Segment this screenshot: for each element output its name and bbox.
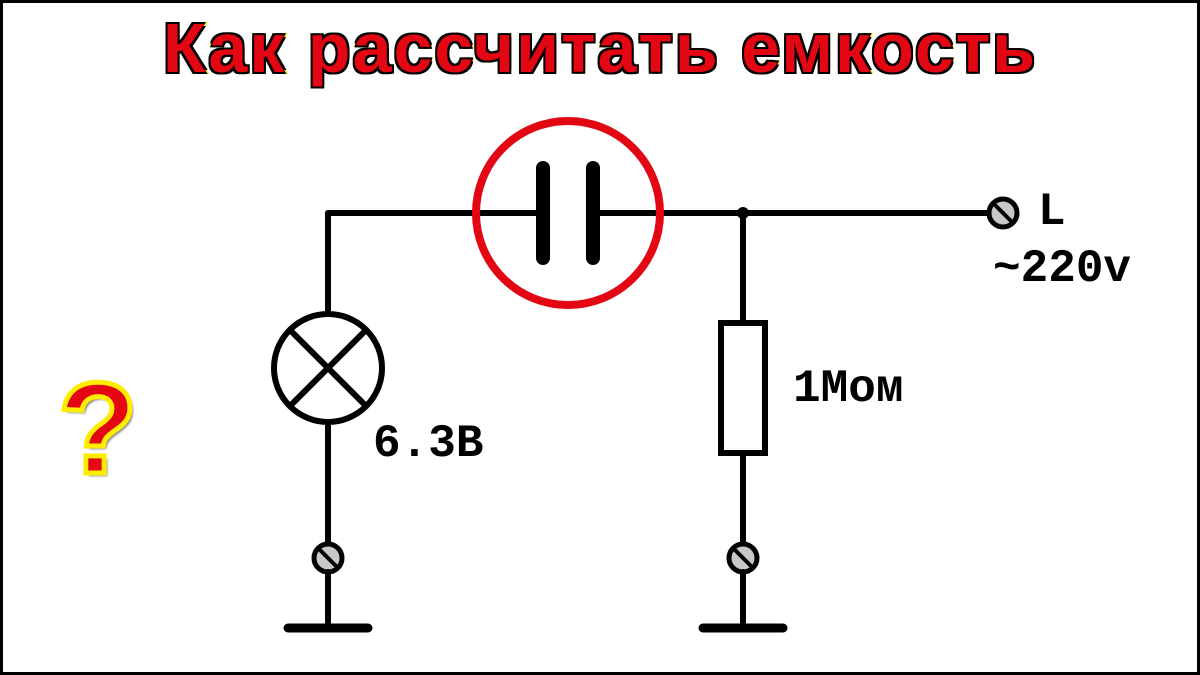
- resistor-value-label: 1Мом: [793, 363, 903, 415]
- resistor-symbol: [721, 323, 765, 453]
- supply-voltage-label: ~220v: [993, 243, 1131, 295]
- circuit-svg: [3, 3, 1200, 675]
- line-label: L: [1038, 186, 1066, 238]
- diagram-canvas: Как рассчитать емкость ?: [0, 0, 1200, 675]
- junction-dot: [737, 207, 749, 219]
- lamp-voltage-label: 6.3В: [373, 418, 483, 470]
